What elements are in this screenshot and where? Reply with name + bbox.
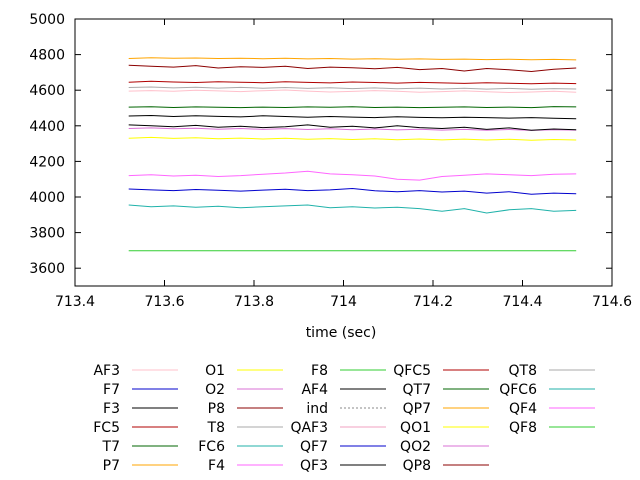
legend-entry-qfc6: QFC6 — [499, 382, 595, 398]
legend-label: FC6 — [198, 439, 225, 455]
legend-entry-qfc5: QFC5 — [393, 363, 489, 379]
legend-label: T8 — [207, 420, 225, 436]
x-tick-label: 714.2 — [413, 294, 453, 310]
legend-entry-f4: F4 — [208, 458, 283, 474]
x-tick-label: 713.6 — [144, 294, 184, 310]
legend-label: P8 — [208, 401, 225, 417]
legend-label: QF4 — [509, 401, 537, 417]
x-tick-label: 714.6 — [592, 294, 632, 310]
legend-label: F4 — [208, 458, 225, 474]
series-line-af4 — [128, 124, 577, 131]
series-line-fc5 — [128, 80, 577, 85]
legend-entry-f3: F3 — [103, 401, 178, 417]
legend-entry-f8: F8 — [311, 363, 386, 379]
series-line-o1 — [128, 136, 577, 141]
series-line-p8 — [128, 64, 577, 73]
y-tick-label: 4000 — [29, 190, 65, 206]
series-line-t7 — [128, 106, 577, 109]
legend-entry-qf7: QF7 — [300, 439, 386, 455]
legend-entry-o2: O2 — [205, 382, 283, 398]
legend-entry-qt8: QT8 — [509, 363, 595, 379]
y-tick-label: 4800 — [29, 48, 65, 64]
legend-entry-qf4: QF4 — [509, 401, 595, 417]
legend-entry-qf8: QF8 — [509, 420, 595, 436]
legend: AF3 F7 F3 FC5 T7 P7 O1 O2 P8 T8 FC6 F4 F8 AF4 ind QAF3 Q… — [93, 363, 595, 474]
legend-label: F8 — [311, 363, 328, 379]
legend-label: QF8 — [509, 420, 537, 436]
x-tick-label: 714 — [330, 294, 357, 310]
legend-entry-p7: P7 — [103, 458, 178, 474]
legend-entry-fc5: FC5 — [93, 420, 178, 436]
series-line-t8 — [128, 86, 577, 90]
legend-entry-ind: ind — [306, 401, 386, 417]
legend-label: O2 — [205, 382, 225, 398]
legend-entry-af4: AF4 — [301, 382, 386, 398]
series-line-o2 — [128, 127, 577, 131]
legend-entry-qo1: QO1 — [400, 420, 489, 436]
legend-label: QT8 — [509, 363, 537, 379]
legend-label: QF3 — [300, 458, 328, 474]
legend-entry-fc6: FC6 — [198, 439, 283, 455]
y-tick-label: 4200 — [29, 154, 65, 170]
legend-label: QP8 — [403, 458, 431, 474]
y-axis-ticks: 3600 3800 4000 4200 4400 4600 4800 5000 — [29, 12, 612, 277]
legend-entry-qt7: QT7 — [403, 382, 489, 398]
x-tick-label: 713.4 — [55, 294, 95, 310]
legend-label: ind — [306, 401, 328, 417]
legend-label: QP7 — [403, 401, 431, 417]
legend-label: QF7 — [300, 439, 328, 455]
y-tick-label: 3600 — [29, 261, 65, 277]
legend-entry-qp7: QP7 — [403, 401, 489, 417]
legend-label: F7 — [103, 382, 120, 398]
y-tick-label: 5000 — [29, 12, 65, 28]
x-axis-label: time (sec) — [306, 325, 377, 341]
series-line-af3 — [128, 89, 577, 94]
legend-label: P7 — [103, 458, 120, 474]
legend-label: T7 — [102, 439, 120, 455]
legend-entry-t8: T8 — [207, 420, 283, 436]
legend-label: FC5 — [93, 420, 120, 436]
legend-entry-qf3: QF3 — [300, 458, 386, 474]
x-axis-ticks: 713.4 713.6 713.8 714 714.2 714.4 714.6 — [55, 19, 632, 310]
legend-entry-qp8: QP8 — [403, 458, 489, 474]
series-line-f4 — [128, 170, 577, 181]
series-line-p7 — [128, 57, 577, 61]
legend-entry-qo2: QO2 — [400, 439, 489, 455]
legend-label: O1 — [205, 363, 225, 379]
x-tick-label: 713.8 — [234, 294, 274, 310]
legend-label: QO2 — [400, 439, 431, 455]
series-line-fc6 — [128, 204, 577, 214]
series-line-f3 — [128, 114, 577, 120]
legend-label: QFC6 — [499, 382, 537, 398]
legend-label: QT7 — [403, 382, 431, 398]
legend-entry-af3: AF3 — [93, 363, 178, 379]
legend-label: QFC5 — [393, 363, 431, 379]
legend-entry-qaf3: QAF3 — [290, 420, 386, 436]
legend-entry-p8: P8 — [208, 401, 283, 417]
legend-label: F3 — [103, 401, 120, 417]
legend-label: AF4 — [301, 382, 328, 398]
legend-entry-t7: T7 — [102, 439, 178, 455]
legend-entry-f7: F7 — [103, 382, 178, 398]
series-line-f7 — [128, 187, 577, 195]
legend-label: AF3 — [93, 363, 120, 379]
x-tick-label: 714.4 — [502, 294, 542, 310]
y-tick-label: 3800 — [29, 226, 65, 242]
y-tick-label: 4400 — [29, 119, 65, 135]
legend-label: QAF3 — [290, 420, 328, 436]
plot-lines — [128, 57, 577, 252]
legend-entry-o1: O1 — [205, 363, 283, 379]
y-tick-label: 4600 — [29, 83, 65, 99]
legend-label: QO1 — [400, 420, 431, 436]
